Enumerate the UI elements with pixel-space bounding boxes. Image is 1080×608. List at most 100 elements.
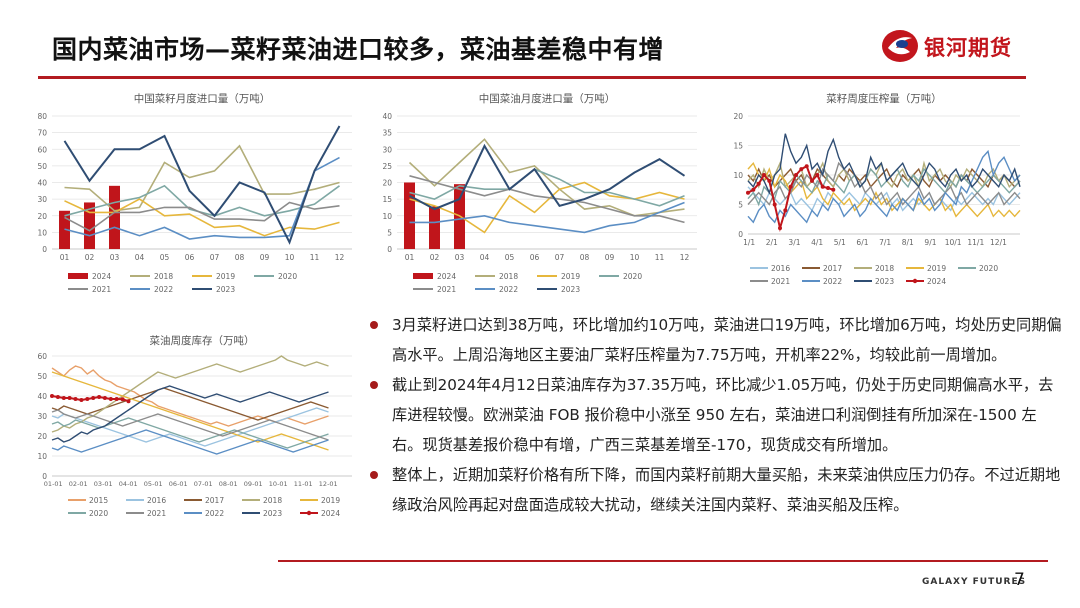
x-tick-label: 7/1 <box>879 238 891 247</box>
series-line-2021 <box>51 409 329 441</box>
y-tick-label: 50 <box>37 162 47 171</box>
x-tick-label: 10/1 <box>945 238 962 247</box>
chart-seed-import: 中国菜籽月度进口量（万吨） 0 10 20 30 40 50 60 70 80 01 02 03 04 05… <box>37 92 352 294</box>
data-point-2024 <box>794 173 798 177</box>
y-tick-label: 40 <box>37 179 47 188</box>
y-tick-label: 15 <box>382 195 392 204</box>
chart-title: 中国菜籽月度进口量（万吨） <box>134 92 271 105</box>
y-tick-label: 80 <box>37 112 47 121</box>
series-line-2022 <box>64 156 340 240</box>
y-tick-label: 40 <box>382 112 392 121</box>
x-tick-label: 02-01 <box>69 480 88 488</box>
x-tick-label: 11 <box>310 253 320 262</box>
legend-label: 2021 <box>771 277 790 286</box>
data-point-2024 <box>108 397 113 401</box>
legend-label: 2019 <box>216 272 235 281</box>
legend-swatch-2024 <box>68 273 88 279</box>
commentary-item: 3月菜籽进口达到38万吨，环比增加约10万吨，菜油进口19万吨，环比增加6万吨，… <box>364 310 1064 370</box>
legend-label: 2017 <box>205 496 224 505</box>
x-tick-label: 04 <box>135 253 145 262</box>
y-tick-label: 0 <box>42 245 47 254</box>
x-tick-label: 12-01 <box>319 480 338 488</box>
y-tick-label: 10 <box>37 452 47 461</box>
y-tick-label: 20 <box>382 179 392 188</box>
series-line-2023 <box>51 385 329 443</box>
legend-label: 2021 <box>92 285 111 294</box>
legend-label: 2018 <box>499 272 518 281</box>
x-tick-label: 08 <box>580 253 590 262</box>
x-tick-label: 6/1 <box>856 238 868 247</box>
y-tick-label: 10 <box>37 228 47 237</box>
x-tick-label: 09 <box>605 253 615 262</box>
legend-label: 2024 <box>321 509 340 518</box>
chart-title: 菜籽周度压榨量（万吨） <box>826 92 942 105</box>
series-line-2021 <box>64 201 340 232</box>
legend-label: 2022 <box>205 509 224 518</box>
data-point-2024 <box>783 208 788 213</box>
x-tick-label: 07-01 <box>194 480 213 488</box>
x-tick-label: 5/1 <box>834 238 846 247</box>
data-point-2024 <box>756 181 761 186</box>
y-tick-label: 20 <box>733 112 743 121</box>
chart-weekly-crush: 菜籽周度压榨量（万吨） 0 5 10 15 20 1/1 2/1 3/1 4/1 5/1 6/1 7/1… <box>733 92 1021 286</box>
data-point-2024 <box>751 187 756 192</box>
series-line-2020 <box>747 167 1021 207</box>
data-point-2024 <box>815 173 820 177</box>
series-line-2018 <box>408 138 685 217</box>
series-line-2022 <box>51 429 329 455</box>
bullet-dot-icon <box>370 381 378 389</box>
commentary-item: 整体上，近期加菜籽价格有所下降，而国内菜籽前期大量买船，未来菜油供应压力仍存。不… <box>364 460 1064 520</box>
x-tick-label: 02 <box>430 253 440 262</box>
x-tick-label: 09-01 <box>244 480 263 488</box>
data-point-2024 <box>73 397 78 401</box>
y-tick-label: 25 <box>382 162 392 171</box>
footer-divider <box>278 560 1048 562</box>
chart-title: 菜油周度库存（万吨） <box>150 334 255 347</box>
legend-label: 2019 <box>927 264 946 273</box>
series-line-2021 <box>409 175 685 224</box>
series-line-2017 <box>51 387 329 421</box>
legend-label: 2023 <box>216 285 235 294</box>
legend-label: 2021 <box>147 509 166 518</box>
legend-label: 2018 <box>154 272 173 281</box>
data-point-2024 <box>762 173 766 177</box>
legend-label: 2022 <box>823 277 842 286</box>
data-point-2024 <box>820 184 825 189</box>
data-point-2024 <box>788 184 793 189</box>
bar-2024 <box>84 202 95 249</box>
y-tick-label: 40 <box>37 392 47 401</box>
legend-swatch-2024 <box>413 273 433 279</box>
x-tick-label: 4/1 <box>811 238 823 247</box>
series-line-2018 <box>64 144 340 212</box>
legend-label: 2023 <box>263 509 282 518</box>
x-tick-label: 01 <box>60 253 70 262</box>
x-tick-label: 10-01 <box>269 480 288 488</box>
data-point-2024 <box>778 226 782 231</box>
x-tick-label: 04-01 <box>119 480 138 488</box>
title-divider <box>38 76 1026 79</box>
legend-label: 2020 <box>278 272 297 281</box>
series-line-2022 <box>409 201 685 234</box>
series-line-2019 <box>747 161 1021 218</box>
y-tick-label: 20 <box>37 212 47 221</box>
legend-label: 2016 <box>147 496 166 505</box>
x-tick-label: 08 <box>235 253 245 262</box>
y-tick-label: 50 <box>37 372 47 381</box>
x-tick-label: 03-01 <box>94 480 113 488</box>
x-tick-label: 01-01 <box>44 480 63 488</box>
x-tick-label: 06-01 <box>169 480 188 488</box>
bullet-dot-icon <box>370 321 378 329</box>
y-tick-label: 30 <box>37 412 47 421</box>
y-tick-label: 5 <box>387 228 392 237</box>
legend-label: 2019 <box>321 496 340 505</box>
page-number: 7 <box>1014 570 1025 590</box>
x-tick-label: 10 <box>285 253 295 262</box>
series-line-2023 <box>747 133 1021 195</box>
x-tick-label: 08-01 <box>219 480 238 488</box>
x-tick-label: 02 <box>85 253 95 262</box>
x-tick-label: 9/1 <box>924 238 936 247</box>
bullet-dot-icon <box>370 471 378 479</box>
x-tick-label: 10 <box>630 253 640 262</box>
legend-label: 2017 <box>823 264 842 273</box>
